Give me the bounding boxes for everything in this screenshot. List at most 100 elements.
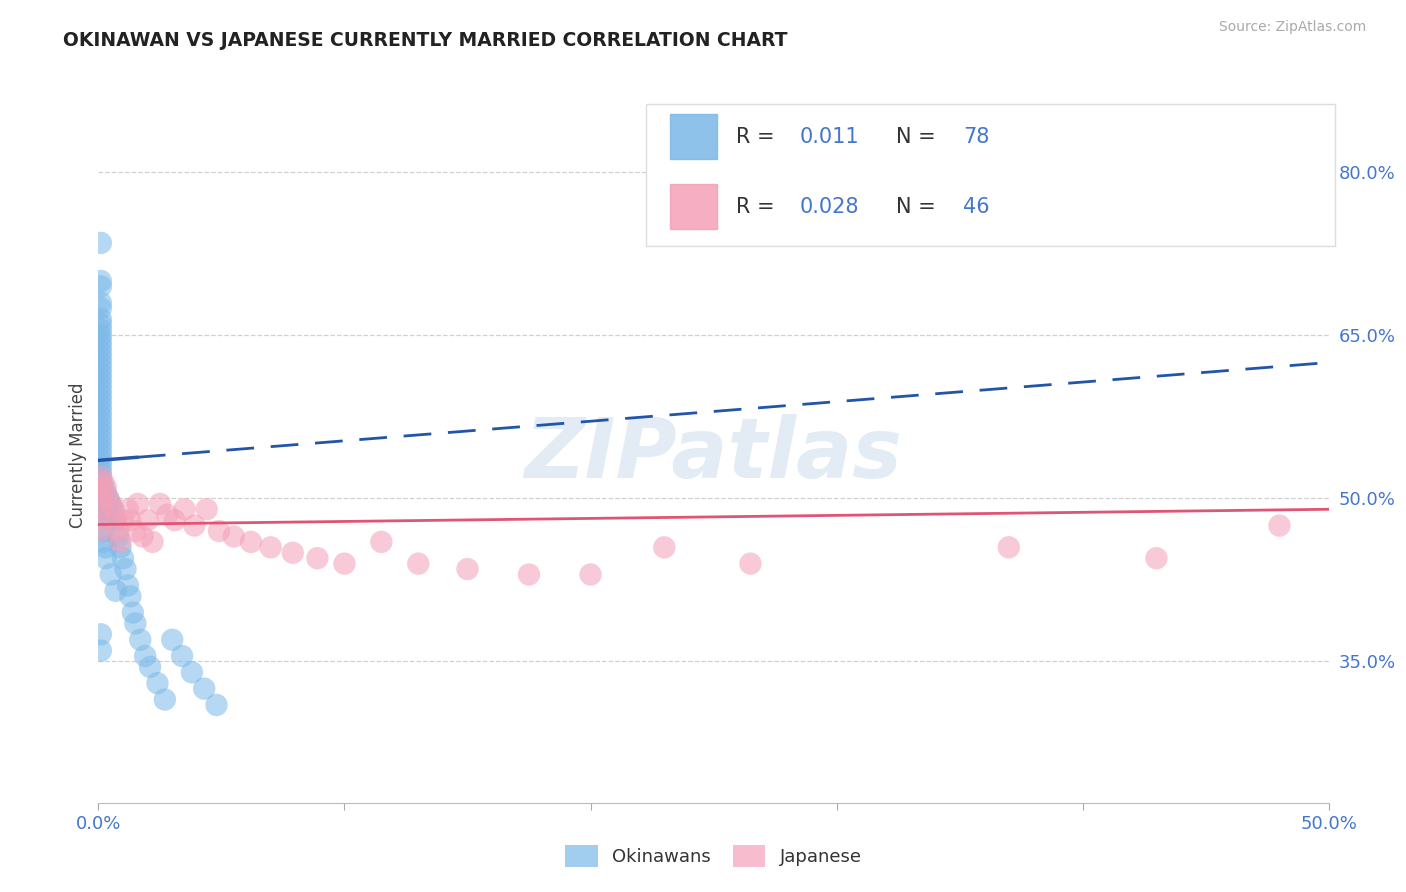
Point (90, 502, 112, 516)
Point (90, 295, 112, 310)
Point (124, 616, 146, 631)
Bar (671, 184, 717, 229)
Point (239, 534, 263, 549)
Point (90, 502, 112, 516)
Point (156, 508, 179, 522)
Point (146, 676, 169, 690)
Point (193, 681, 215, 696)
Point (97, 491, 120, 506)
Point (260, 541, 283, 555)
Point (110, 541, 132, 555)
Point (333, 557, 356, 571)
Point (90, 404, 112, 418)
Point (180, 665, 204, 680)
Point (90, 491, 112, 506)
Point (100, 567, 122, 582)
Point (139, 660, 162, 674)
Point (195, 502, 218, 516)
Point (90, 279, 112, 293)
Point (90, 524, 112, 538)
Point (112, 513, 135, 527)
Point (103, 502, 125, 516)
Point (90, 481, 112, 495)
Text: ZIPatlas: ZIPatlas (524, 415, 903, 495)
Point (107, 524, 129, 538)
Text: N =: N = (896, 127, 942, 147)
Point (93, 481, 115, 495)
Text: Source: ZipAtlas.com: Source: ZipAtlas.com (1219, 20, 1367, 34)
Point (117, 578, 139, 592)
Point (90, 372, 112, 386)
Point (90, 339, 112, 353)
Point (456, 562, 478, 576)
Point (122, 606, 145, 620)
Point (90, 497, 112, 511)
Point (153, 692, 176, 706)
Point (90, 360, 112, 375)
Point (90, 421, 112, 435)
Point (120, 513, 142, 527)
Point (94, 481, 117, 495)
Point (183, 518, 205, 533)
Point (281, 546, 304, 560)
Point (93, 475, 115, 489)
Y-axis label: Currently Married: Currently Married (69, 382, 87, 528)
Point (90, 486, 112, 500)
Point (136, 513, 159, 527)
Point (112, 551, 135, 566)
Point (90, 513, 112, 527)
Point (127, 497, 149, 511)
Point (104, 513, 127, 527)
Point (132, 529, 155, 543)
Point (90, 334, 112, 348)
Point (408, 557, 430, 571)
Point (90, 323, 112, 337)
Point (90, 426, 112, 441)
Point (90, 399, 112, 413)
Point (134, 648, 156, 663)
Point (825, 193, 848, 207)
Point (124, 524, 146, 538)
Point (100, 497, 122, 511)
Point (93, 524, 115, 538)
Point (90, 491, 112, 506)
Point (90, 367, 112, 381)
Point (90, 312, 112, 326)
Point (90, 415, 112, 429)
Point (90, 318, 112, 332)
Text: 0.011: 0.011 (800, 127, 859, 147)
Point (107, 529, 129, 543)
Text: N =: N = (896, 196, 942, 217)
Point (120, 589, 142, 603)
Text: 78: 78 (963, 127, 990, 147)
Point (90, 344, 112, 359)
Point (90, 274, 112, 288)
Legend: Okinawans, Japanese: Okinawans, Japanese (558, 838, 869, 874)
Point (90, 350, 112, 364)
Point (93, 534, 115, 549)
Point (90, 393, 112, 408)
Point (90, 301, 112, 315)
Point (90, 481, 112, 495)
Point (90, 235, 112, 250)
Text: 0.028: 0.028 (800, 196, 859, 217)
Point (103, 502, 125, 516)
Point (90, 437, 112, 451)
Point (104, 513, 127, 527)
Point (172, 648, 194, 663)
Point (307, 551, 329, 566)
Point (94, 541, 117, 555)
Point (90, 627, 112, 641)
Point (173, 502, 195, 516)
FancyBboxPatch shape (645, 103, 1334, 246)
Point (90, 355, 112, 369)
Point (90, 442, 112, 457)
Point (94, 551, 117, 566)
Point (90, 453, 112, 467)
Point (90, 377, 112, 392)
Point (93, 497, 115, 511)
Point (90, 409, 112, 424)
Point (90, 513, 112, 527)
Point (90, 475, 112, 489)
Point (104, 583, 127, 598)
